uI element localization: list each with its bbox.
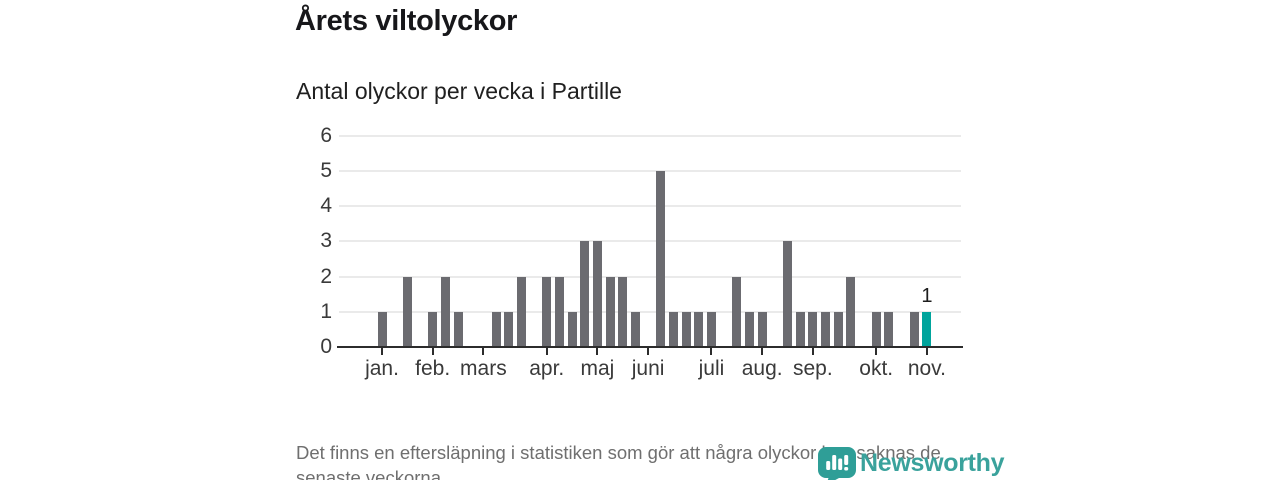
x-axis-label: okt. [859,357,894,380]
bar-week-29 [732,276,742,347]
bar-week-17 [580,241,590,347]
gridline-y3 [339,240,961,243]
bar-week-12 [516,276,526,347]
bar-week-20 [618,276,628,347]
x-axis-label: aug. [741,357,783,380]
y-axis-label: 5 [320,159,332,182]
x-axis-label: jan. [365,357,399,380]
bar-week-27 [706,311,716,347]
bar-week-34 [795,311,805,347]
x-axis-label: feb. [415,357,451,380]
newsworthy-logo-icon [818,447,856,480]
bar-week-1 [377,311,387,347]
x-axis-tick-juli [710,348,713,355]
x-axis-tick-maj [596,348,599,355]
bar-week-25 [681,311,691,347]
chart-subtitle: Antal olyckor per vecka i Partille [296,78,622,104]
bar-week-19 [605,276,615,347]
bar-week-23 [656,171,666,347]
gridline-y1 [339,310,961,313]
bar-week-44-highlight [922,311,932,347]
x-axis-tick-aug [761,348,764,355]
bar-week-10 [491,311,501,347]
bar-week-21 [630,311,640,347]
bar-week-11 [504,311,514,347]
y-axis-label: 3 [320,229,332,253]
x-axis-label: maj [580,357,615,380]
bar-week-15 [554,276,564,347]
x-axis-label: nov. [907,357,946,380]
y-axis-label: 2 [320,264,332,288]
bar-week-26 [694,311,704,347]
bar-week-3 [402,276,412,347]
x-axis-tick-jan [381,348,383,355]
x-axis-tick-feb [431,348,434,355]
x-axis-tick-nov [925,348,928,355]
x-axis-label: apr. [529,357,565,380]
newsworthy-logo-text: Newsworthy [860,449,1005,477]
footnote-line: Det finns en eftersläpning i statistiken… [296,442,941,463]
bar-week-37 [833,311,843,347]
y-axis-label: 0 [320,335,332,358]
x-axis-line [337,346,963,348]
bar-week-41 [884,311,894,347]
x-axis-tick-juni [647,348,650,355]
y-axis-label: 1 [320,299,332,323]
x-axis-label: juni [631,357,665,380]
bar-week-14 [542,276,552,347]
bar-week-43 [909,311,919,347]
bar-week-35 [808,311,818,347]
x-axis-label: sep. [792,357,833,380]
gridline-y5 [339,170,961,172]
bar-week-24 [668,311,678,347]
bar-week-36 [821,311,831,347]
bar-week-40 [871,311,881,347]
bar-week-6 [440,276,450,347]
bar-week-33 [783,241,792,347]
x-axis-tick-sep [811,348,814,355]
highlight-value-label: 1 [921,284,933,307]
x-axis-label: mars [460,357,507,380]
bar-week-31 [757,311,767,347]
chart-title: Årets viltolyckor [295,5,518,37]
footnote-line: senaste veckorna. [296,467,447,480]
gridline-y2 [339,275,961,278]
bar-week-38 [846,276,856,347]
x-axis-label: juli [698,357,725,380]
newsworthy-logo: Newsworthy [818,444,1005,480]
bar-week-7 [453,311,463,347]
footnote: Det finns en eftersläpning i statistiken… [296,440,988,480]
bar-week-18 [592,241,602,347]
x-axis-tick-mars [482,348,485,355]
gridline-y6 [339,134,961,137]
gridline-y4 [339,205,961,208]
y-axis-label: 6 [320,123,332,147]
x-axis-tick-apr [545,348,548,355]
y-axis-label: 4 [320,194,332,218]
bar-week-16 [567,311,577,347]
bar-week-5 [428,311,438,347]
x-axis-tick-okt [875,348,878,355]
bar-week-30 [744,311,754,347]
